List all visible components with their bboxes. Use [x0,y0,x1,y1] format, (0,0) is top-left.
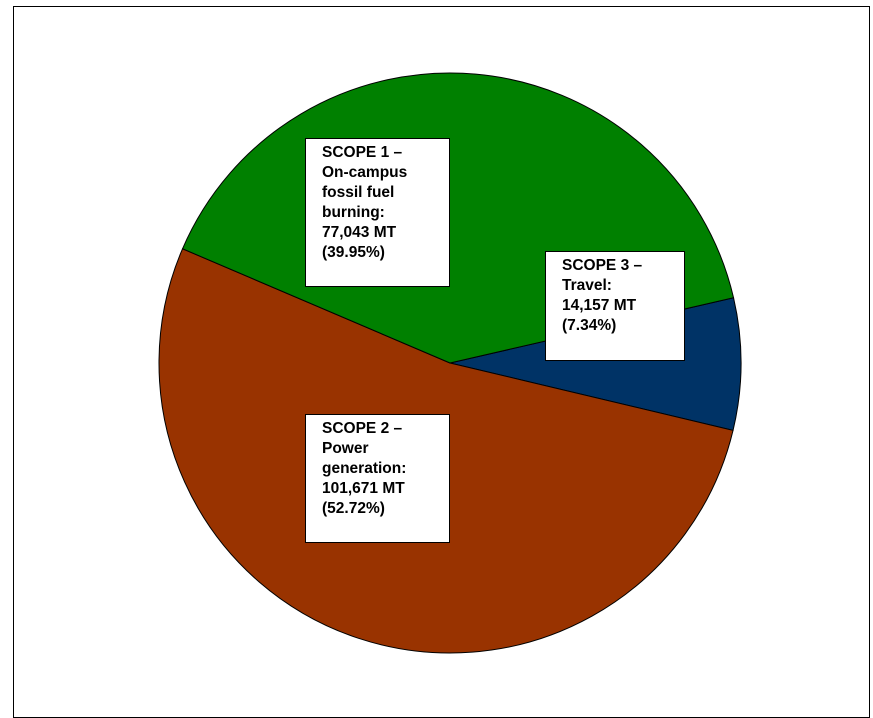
label-scope3-line: (7.34%) [562,317,617,334]
label-scope2-line: Power [322,440,369,457]
label-scope2-line: 101,671 MT [322,480,405,497]
label-scope2-line: (52.72%) [322,500,385,517]
label-scope1-line: On-campus [322,164,408,181]
label-scope3: SCOPE 3 – Travel: 14,157 MT (7.34%) [545,251,685,361]
label-scope1-line: 77,043 MT [322,224,397,241]
label-scope1-line: (39.95%) [322,244,385,261]
label-scope3-line: SCOPE 3 – [562,257,643,274]
label-scope2-line: SCOPE 2 – [322,420,403,437]
label-scope2-line: generation: [322,460,407,477]
label-scope2: SCOPE 2 – Power generation: 101,671 MT (… [305,414,450,543]
label-scope1-line: burning: [322,204,385,221]
label-scope1-line: fossil fuel [322,184,395,201]
label-scope3-line: 14,157 MT [562,297,637,314]
label-scope1: SCOPE 1 – On-campus fossil fuel burning:… [305,138,450,287]
label-scope1-line: SCOPE 1 – [322,144,403,161]
label-scope3-line: Travel: [562,277,612,294]
